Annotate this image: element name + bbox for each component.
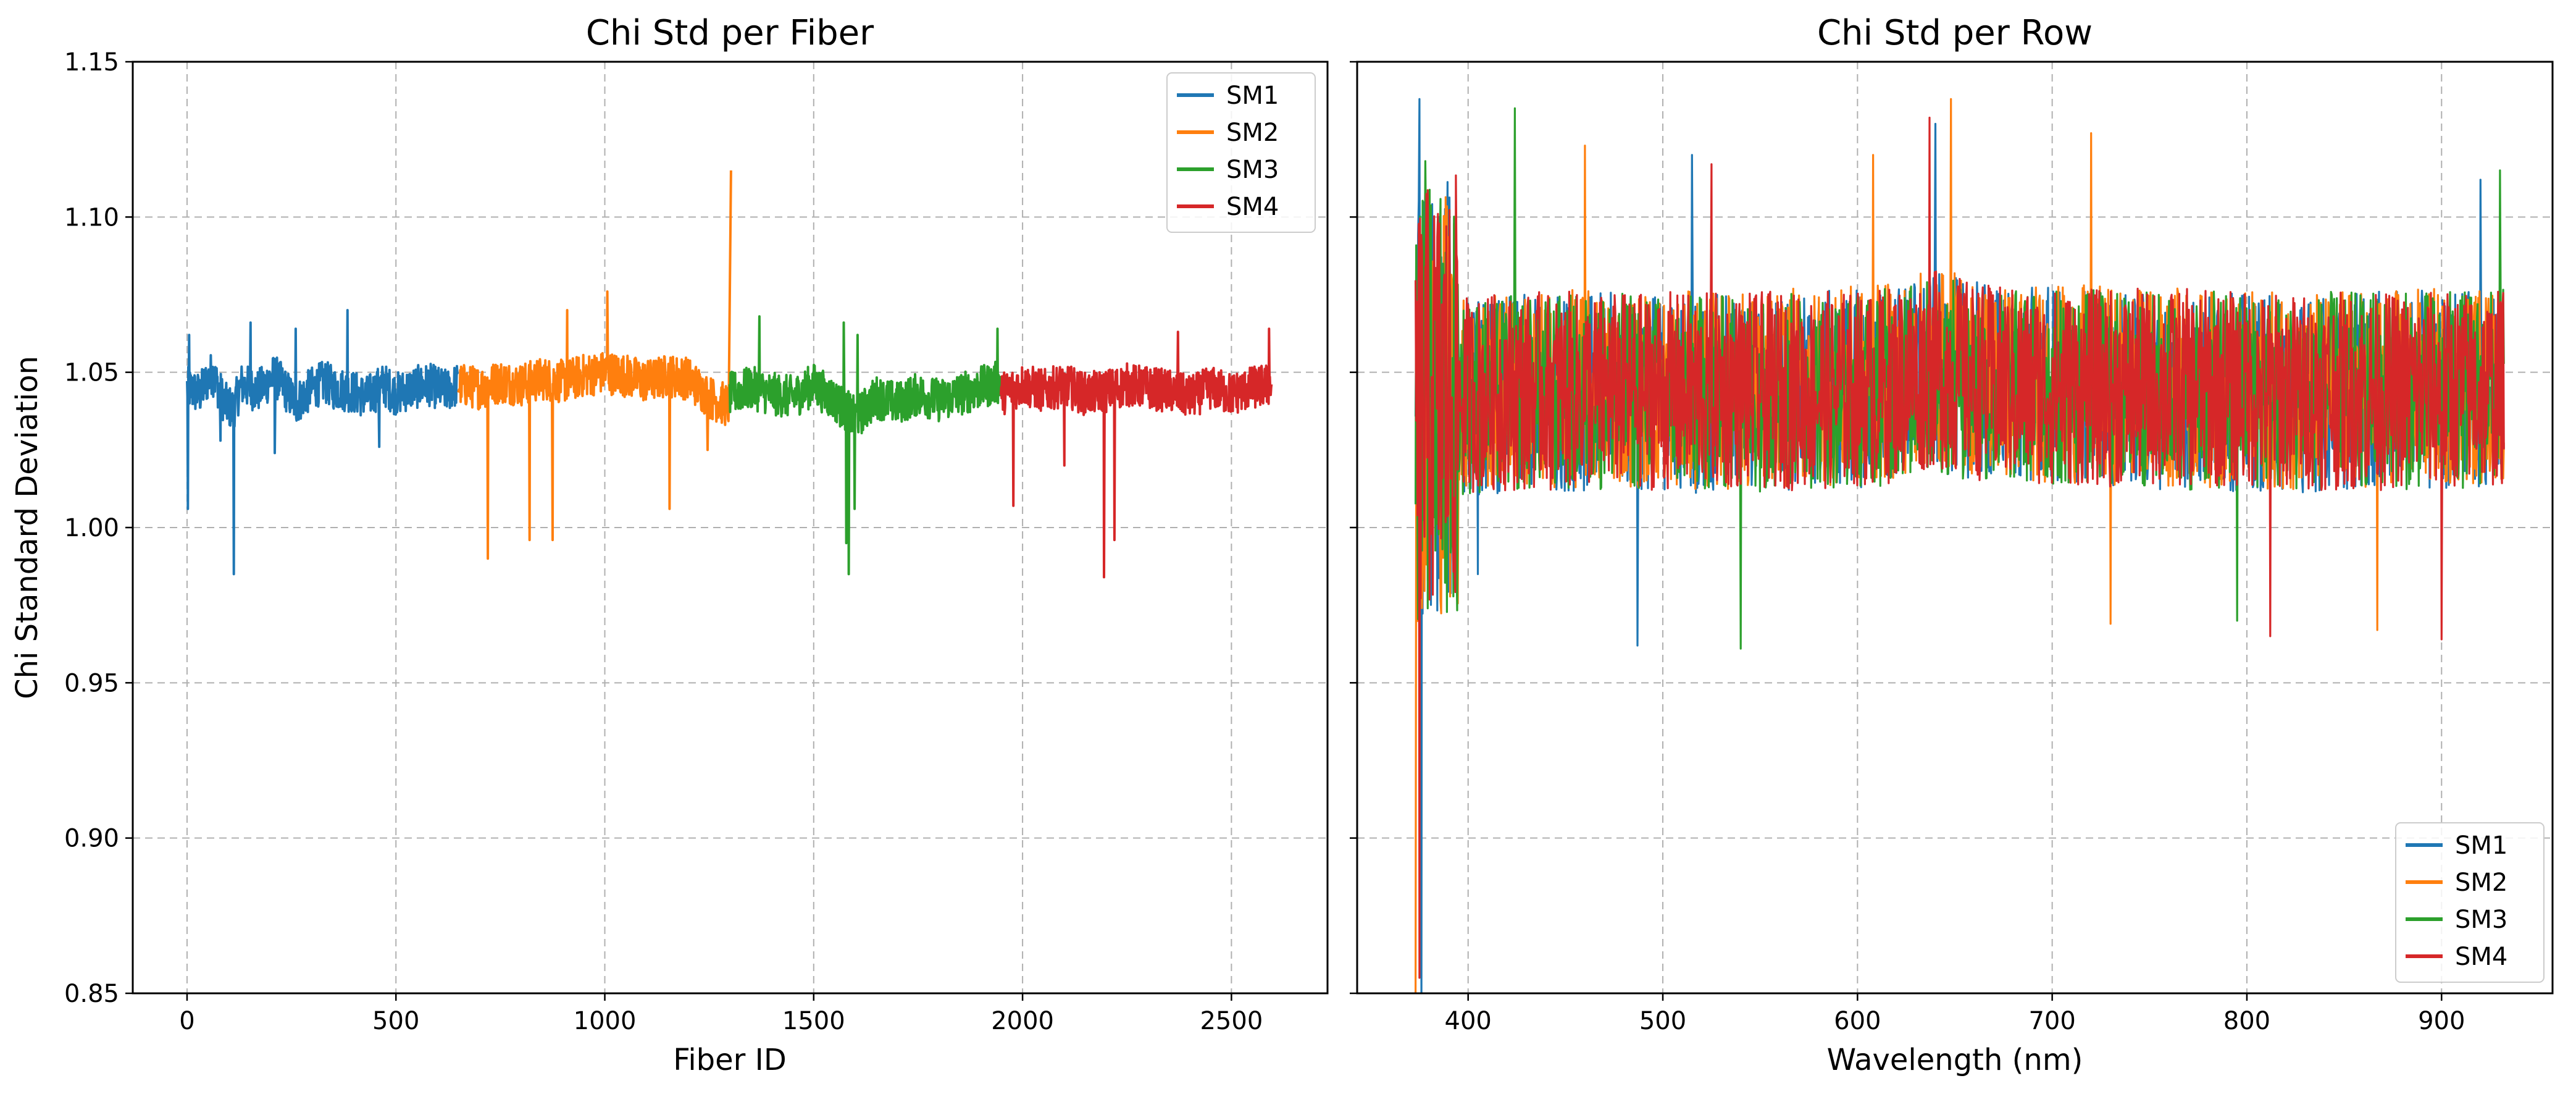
series-lines (186, 170, 1273, 579)
x-tick-label: 900 (2418, 1007, 2465, 1035)
legend-label-sm4: SM4 (1226, 193, 1279, 221)
axis-ticks: 0 500 1000 1500 2000 2500 0.85 0.90 0.95 1.00 1.05… (64, 48, 1263, 1035)
y-tick-label: 0.85 (64, 980, 119, 1008)
legend-box (1166, 72, 1316, 233)
axis-ticks: 400 500 600 700 800 900 (1350, 61, 2465, 1035)
chart-panel-fiber: 0 500 1000 1500 2000 2500 0.85 0.90 0.95 1.00 1.05… (10, 13, 1329, 1077)
x-tick-label: 500 (1639, 1007, 1686, 1035)
x-tick-label: 2000 (991, 1007, 1054, 1035)
legend-label-sm3: SM3 (2455, 906, 2507, 934)
x-axis-label: Fiber ID (673, 1043, 787, 1077)
y-tick-label: 1.05 (64, 359, 119, 387)
y-tick-label: 1.10 (64, 203, 119, 232)
x-tick-label: 400 (1445, 1007, 1492, 1035)
series-line-sm1 (186, 309, 459, 576)
legend: SM1 SM2 SM3 SM4 (1166, 72, 1316, 233)
chart-title: Chi Std per Row (1817, 13, 2093, 53)
x-tick-label: 800 (2223, 1007, 2270, 1035)
legend-box (2395, 822, 2545, 983)
legend-label-sm4: SM4 (2455, 943, 2507, 971)
legend-label-sm1: SM1 (1226, 82, 1279, 110)
legend-label-sm3: SM3 (1226, 156, 1279, 184)
legend-label-sm1: SM1 (2455, 831, 2507, 860)
x-tick-label: 600 (1834, 1007, 1881, 1035)
x-tick-label: 0 (179, 1007, 194, 1035)
series-line-sm2 (457, 170, 732, 560)
y-axis-label: Chi Standard Deviation (10, 356, 44, 699)
x-axis-label: Wavelength (nm) (1827, 1043, 2083, 1077)
x-tick-label: 700 (2028, 1007, 2075, 1035)
x-tick-label: 500 (372, 1007, 419, 1035)
series-line-sm3 (728, 315, 1002, 576)
x-tick-label: 1500 (782, 1007, 845, 1035)
legend: SM1 SM2 SM3 SM4 (2395, 822, 2545, 983)
y-tick-label: 0.90 (64, 825, 119, 853)
x-tick-label: 2500 (1200, 1007, 1263, 1035)
y-tick-label: 0.95 (64, 669, 119, 697)
chart-title: Chi Std per Fiber (586, 13, 874, 53)
legend-label-sm2: SM2 (2455, 869, 2507, 897)
chart-panel-row: 400 500 600 700 800 900 Chi Std per Row Wavel… (1350, 13, 2554, 1077)
series-line-sm4 (999, 327, 1273, 579)
x-tick-label: 1000 (574, 1007, 637, 1035)
y-tick-label: 1.15 (64, 48, 119, 77)
y-tick-label: 1.00 (64, 514, 119, 542)
legend-label-sm2: SM2 (1226, 119, 1279, 147)
series-line-sm4 (1415, 116, 2505, 979)
series-lines (1415, 98, 2505, 995)
